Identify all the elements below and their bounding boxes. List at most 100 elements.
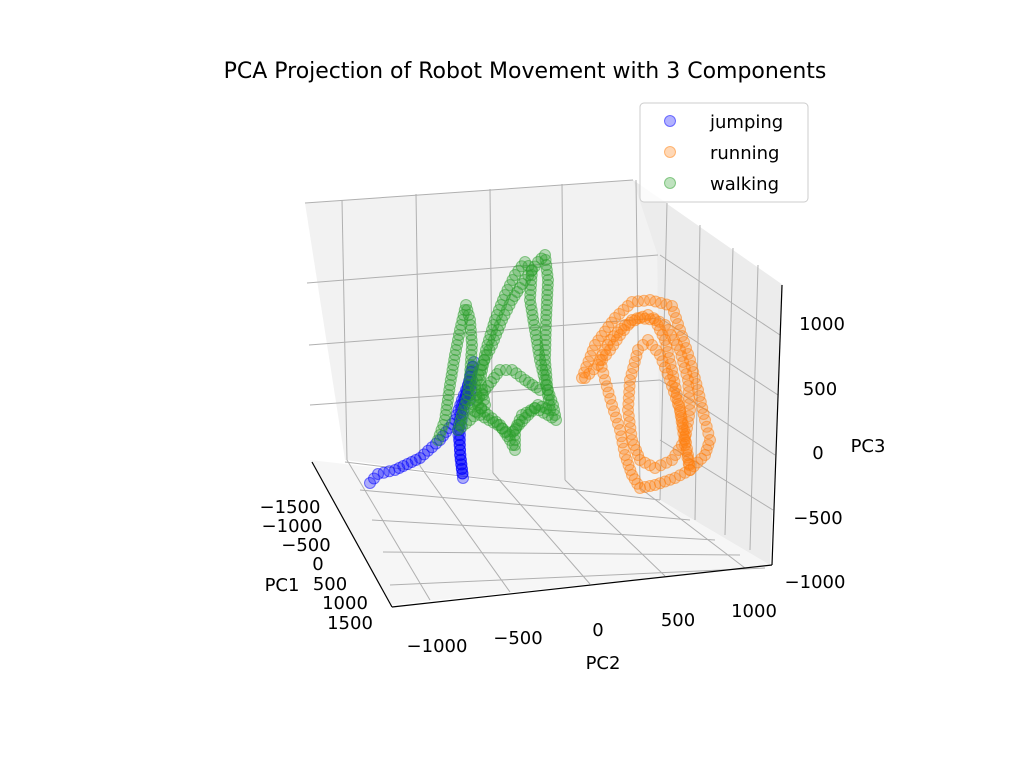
y-tick-label-4: 1000 [731,601,777,622]
y-tick-label-3: 500 [661,610,695,631]
point-running-16 [626,296,638,308]
z-axis-line [771,284,783,566]
grid-floor-b-3 [564,479,666,577]
grid-back-v-3 [561,183,566,481]
point-running-179 [681,422,693,434]
legend-marker-running [664,146,676,158]
x-tick-label-5: 1000 [322,593,368,614]
y-axis-label: PC2 [586,653,621,674]
legend-label-walking: walking [710,174,779,195]
z-tick-label-0: −1000 [785,572,846,593]
y-tick-label-1: −500 [493,628,542,649]
point-running-182 [684,404,696,416]
point-running-184 [683,392,696,404]
point-running-160 [623,416,636,428]
point-running-177 [679,434,691,446]
point-running-156 [622,392,635,404]
point-running-18 [638,294,650,307]
point-running-181 [683,410,695,422]
grid-right-v-0 [659,202,668,501]
point-running-213 [587,363,600,376]
point-running-178 [680,428,692,440]
z-tick-label-2: 0 [812,443,823,464]
grid-back-h-2 [308,317,660,346]
point-running-153 [624,374,636,386]
grid-back-v-4 [635,179,641,489]
point-running-17 [632,295,644,308]
x-tick-label-4: 500 [313,574,347,595]
series-walking [432,249,562,456]
x-tick-label-0: −1500 [260,497,321,518]
point-running-154 [623,380,636,392]
data-points [364,249,716,494]
grid-floor-b-0 [346,459,431,601]
legend-label-jumping: jumping [709,112,783,133]
point-running-214 [583,367,596,380]
point-jumping-60 [455,458,468,471]
legend-marker-walking [664,177,676,189]
grid-right-h-0 [659,254,781,336]
point-running-140 [661,367,674,380]
z-tick-label-4: 1000 [799,314,845,335]
point-running-170 [649,462,661,474]
grid-floor-a-1 [359,489,691,521]
point-running-158 [622,404,634,416]
x-axis-label: PC1 [265,575,300,596]
point-running-141 [659,361,671,374]
point-running-155 [623,386,636,398]
x-tick-label-1: −1000 [262,516,323,537]
right-pane [633,180,783,565]
legend-box [639,102,809,203]
point-running-183 [683,398,696,410]
legend-label-running: running [710,143,779,164]
grid-back-v-0 [341,199,348,461]
grid-floor-a-2 [371,519,716,541]
grid-back-v-1 [415,193,421,467]
x-axis-line [311,461,393,608]
x-tick-label-3: 0 [312,554,323,575]
point-running-171 [654,459,667,472]
y-tick-label-2: 0 [592,620,603,641]
grid-floor-a-4 [389,567,766,586]
point-running-161 [624,422,637,434]
grid-back-h-1 [306,254,659,284]
legend-marker-jumping [664,115,676,127]
point-running-197 [659,319,671,331]
point-running-139 [664,374,676,386]
point-walking-250 [534,384,546,396]
series-running [576,294,716,494]
x-tick-label-6: 1500 [327,613,373,634]
point-jumping-59 [456,463,468,475]
point-running-186 [682,380,695,392]
point-jumping-58 [456,467,469,480]
grid-right-v-2 [724,247,734,536]
x-tick-label-2: −500 [281,535,330,556]
z-axis-label: PC3 [851,436,886,457]
point-jumping-0 [364,477,376,489]
point-running-159 [622,410,635,422]
grid-floor-a-3 [382,551,741,556]
y-tick-label-0: −1000 [407,636,468,657]
point-running-162 [625,428,638,440]
grid-floor-b-4 [639,487,746,569]
y-axis-line [391,564,773,608]
point-running-185 [682,386,695,398]
point-running-180 [682,416,694,428]
grid-floor-a-0 [344,461,661,501]
grid-floor-b-2 [492,472,591,585]
point-running-172 [660,456,673,469]
chart-title: PCA Projection of Robot Movement with 3 … [224,59,827,84]
point-running-215 [579,372,591,384]
z-tick-label-1: −500 [793,508,842,529]
point-running-157 [622,398,635,410]
legend: jumping running walking [639,102,809,203]
grid-back-h-0 [304,179,634,204]
point-running-212 [592,359,604,371]
point-running-142 [656,355,669,368]
point-jumping-1 [368,472,380,485]
point-jumping-57 [457,472,469,484]
grid-right-v-3 [749,264,759,551]
